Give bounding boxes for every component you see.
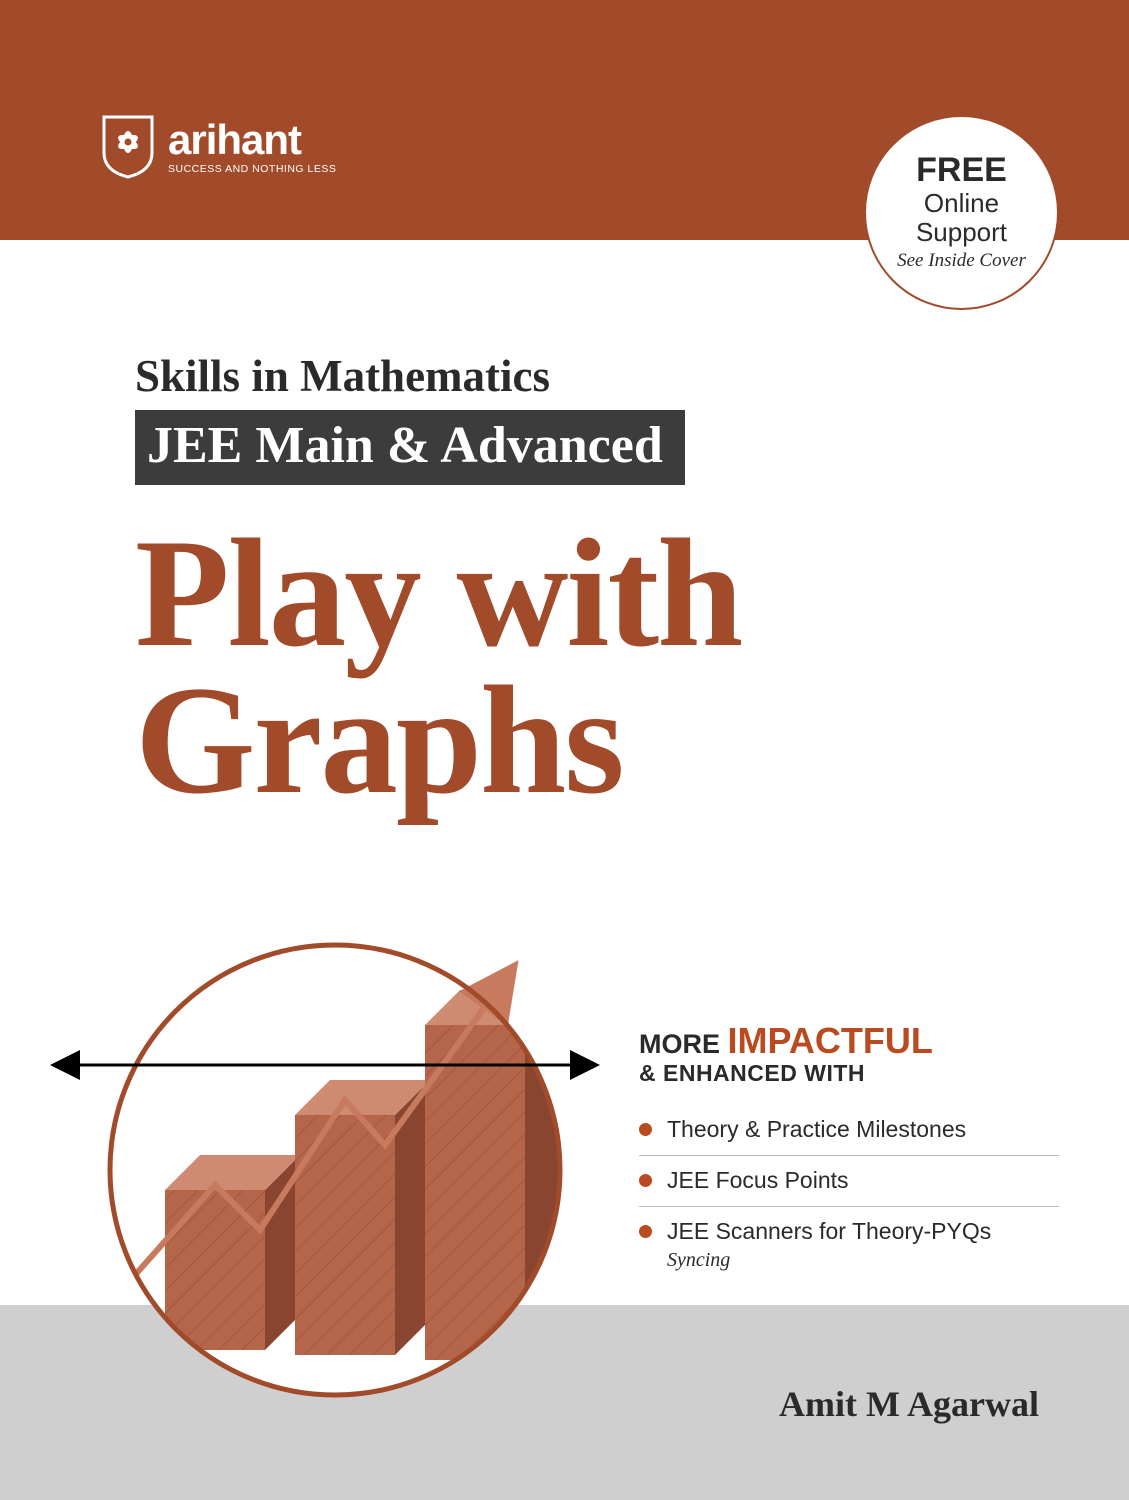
impactful-label: IMPACTFUL [728,1020,933,1061]
badge-line1: FREE [916,153,1007,187]
main-title-line2: Graphs [135,654,623,826]
features-heading: MORE IMPACTFUL [639,1020,1059,1062]
badge-line3: Support [916,218,1007,247]
more-label: MORE [639,1029,720,1059]
badge-line4: See Inside Cover [897,250,1026,272]
logo-shield-icon [100,115,156,179]
badge-line2: Online [924,189,999,218]
exam-title: JEE Main & Advanced [135,410,685,485]
logo-name: arihant [168,119,336,161]
author-name: Amit M Agarwal [779,1383,1039,1425]
sync-note: Syncing [667,1247,1059,1273]
logo-tagline: SUCCESS AND NOTHING LESS [168,163,336,175]
main-title: Play with Graphs [135,520,741,815]
chart-graphic [45,935,605,1395]
feature-list: Theory & Practice Milestones JEE Focus P… [639,1105,1059,1283]
feature-item: JEE Focus Points [639,1156,1059,1207]
feature-item: JEE Scanners for Theory-PYQs Syncing [639,1207,1059,1283]
enhanced-label: & ENHANCED WITH [639,1060,1059,1087]
free-support-badge: FREE Online Support See Inside Cover [864,115,1059,310]
title-block: Skills in Mathematics JEE Main & Advance… [135,350,741,815]
feature-item-text: JEE Scanners for Theory-PYQs [667,1218,991,1244]
features-block: MORE IMPACTFUL & ENHANCED WITH Theory & … [639,1020,1059,1283]
feature-item: Theory & Practice Milestones [639,1105,1059,1156]
series-title: Skills in Mathematics [135,350,741,402]
publisher-logo: arihant SUCCESS AND NOTHING LESS [100,115,336,179]
main-title-line1: Play with [135,507,741,679]
